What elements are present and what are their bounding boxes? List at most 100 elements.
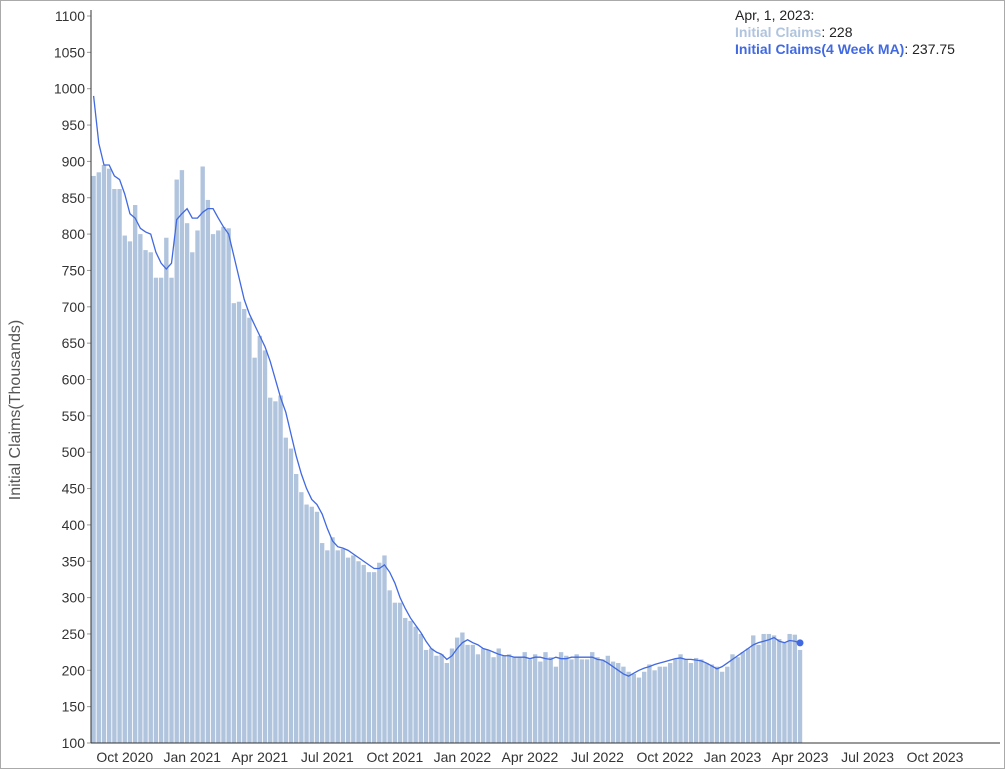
bar <box>91 175 96 743</box>
x-tick-label: Jul 2022 <box>571 749 624 765</box>
bar <box>745 648 751 743</box>
y-tick-label: 650 <box>62 335 86 351</box>
bar <box>273 401 278 743</box>
y-tick-label: 300 <box>62 590 86 606</box>
bar <box>418 633 424 743</box>
bar <box>709 664 714 743</box>
bar <box>236 301 242 743</box>
bar <box>112 189 117 743</box>
y-tick-label: 750 <box>62 262 86 278</box>
x-tick-label: Oct 2021 <box>366 749 423 765</box>
bar <box>382 555 387 743</box>
x-tick-label: Jan 2023 <box>704 749 762 765</box>
bar <box>543 652 548 743</box>
bar <box>299 492 304 743</box>
bar <box>610 661 616 743</box>
bar <box>636 677 642 743</box>
bar <box>678 654 683 743</box>
x-tick-label: Oct 2022 <box>637 749 694 765</box>
bar <box>309 506 314 743</box>
bar <box>330 537 335 743</box>
bar <box>319 543 325 743</box>
bar <box>756 644 761 743</box>
x-tick-label: Apr 2023 <box>772 749 829 765</box>
bar <box>538 661 543 743</box>
bar <box>195 230 200 744</box>
bar <box>496 648 501 743</box>
bar <box>735 657 740 743</box>
bar <box>304 504 309 743</box>
bar <box>777 639 782 743</box>
bar <box>226 228 231 743</box>
bar <box>153 277 159 743</box>
bar <box>434 655 439 743</box>
bar <box>621 666 626 743</box>
bar <box>569 659 574 743</box>
y-tick-label: 850 <box>62 190 86 206</box>
y-axis-label: Initial Claims(Thousands) <box>7 320 24 501</box>
bar <box>590 652 595 743</box>
bar <box>449 648 455 743</box>
tooltip-row: Initial Claims: 228 <box>735 24 955 41</box>
bar <box>766 633 772 743</box>
y-tick-label: 1100 <box>55 8 85 24</box>
x-tick-label: Jan 2022 <box>434 749 492 765</box>
y-tick-label: 950 <box>62 117 86 133</box>
bar <box>283 437 288 743</box>
bar <box>278 395 283 743</box>
bar <box>704 663 709 743</box>
bar <box>662 666 668 743</box>
x-tick-label: Jan 2021 <box>163 749 221 765</box>
bar <box>371 572 377 743</box>
bar <box>231 303 237 743</box>
bar <box>751 635 756 743</box>
tooltip-series-name: Initial Claims <box>735 24 822 40</box>
bar <box>787 633 792 743</box>
y-tick-label: 800 <box>62 226 86 242</box>
bar <box>667 663 673 743</box>
bar <box>314 511 320 743</box>
x-tick-label: Apr 2022 <box>502 749 559 765</box>
bar <box>148 252 153 743</box>
bar <box>501 655 507 743</box>
bar <box>475 654 481 743</box>
bar <box>725 666 730 743</box>
bar <box>564 655 569 743</box>
bar <box>714 666 720 743</box>
bar <box>522 652 527 743</box>
bar <box>216 230 221 744</box>
bar <box>356 561 361 743</box>
bar <box>117 189 122 743</box>
y-tick-label: 500 <box>62 444 86 460</box>
bar <box>470 644 475 743</box>
bar <box>143 250 148 743</box>
bar <box>506 654 512 743</box>
bar <box>444 663 449 743</box>
bar <box>242 308 247 743</box>
bar <box>782 642 787 743</box>
y-tick-label: 900 <box>62 153 86 169</box>
bar <box>699 659 704 743</box>
y-tick-label: 550 <box>62 408 86 424</box>
bar <box>387 590 392 743</box>
bar <box>247 317 252 743</box>
bar <box>647 664 652 743</box>
bar <box>106 168 112 744</box>
bar <box>486 649 491 743</box>
bar <box>574 654 579 743</box>
bar <box>252 357 257 743</box>
bar <box>262 350 268 743</box>
bar <box>429 648 434 743</box>
bar <box>642 671 647 743</box>
bar <box>164 237 169 744</box>
bar <box>351 555 356 743</box>
tooltip-title: Apr, 1, 2023: <box>735 7 815 23</box>
bar <box>96 172 101 743</box>
x-tick-label: Apr 2021 <box>231 749 288 765</box>
bar <box>366 572 372 743</box>
bar <box>392 602 398 743</box>
bar <box>683 659 688 743</box>
bar <box>605 655 611 743</box>
bar <box>626 671 631 743</box>
